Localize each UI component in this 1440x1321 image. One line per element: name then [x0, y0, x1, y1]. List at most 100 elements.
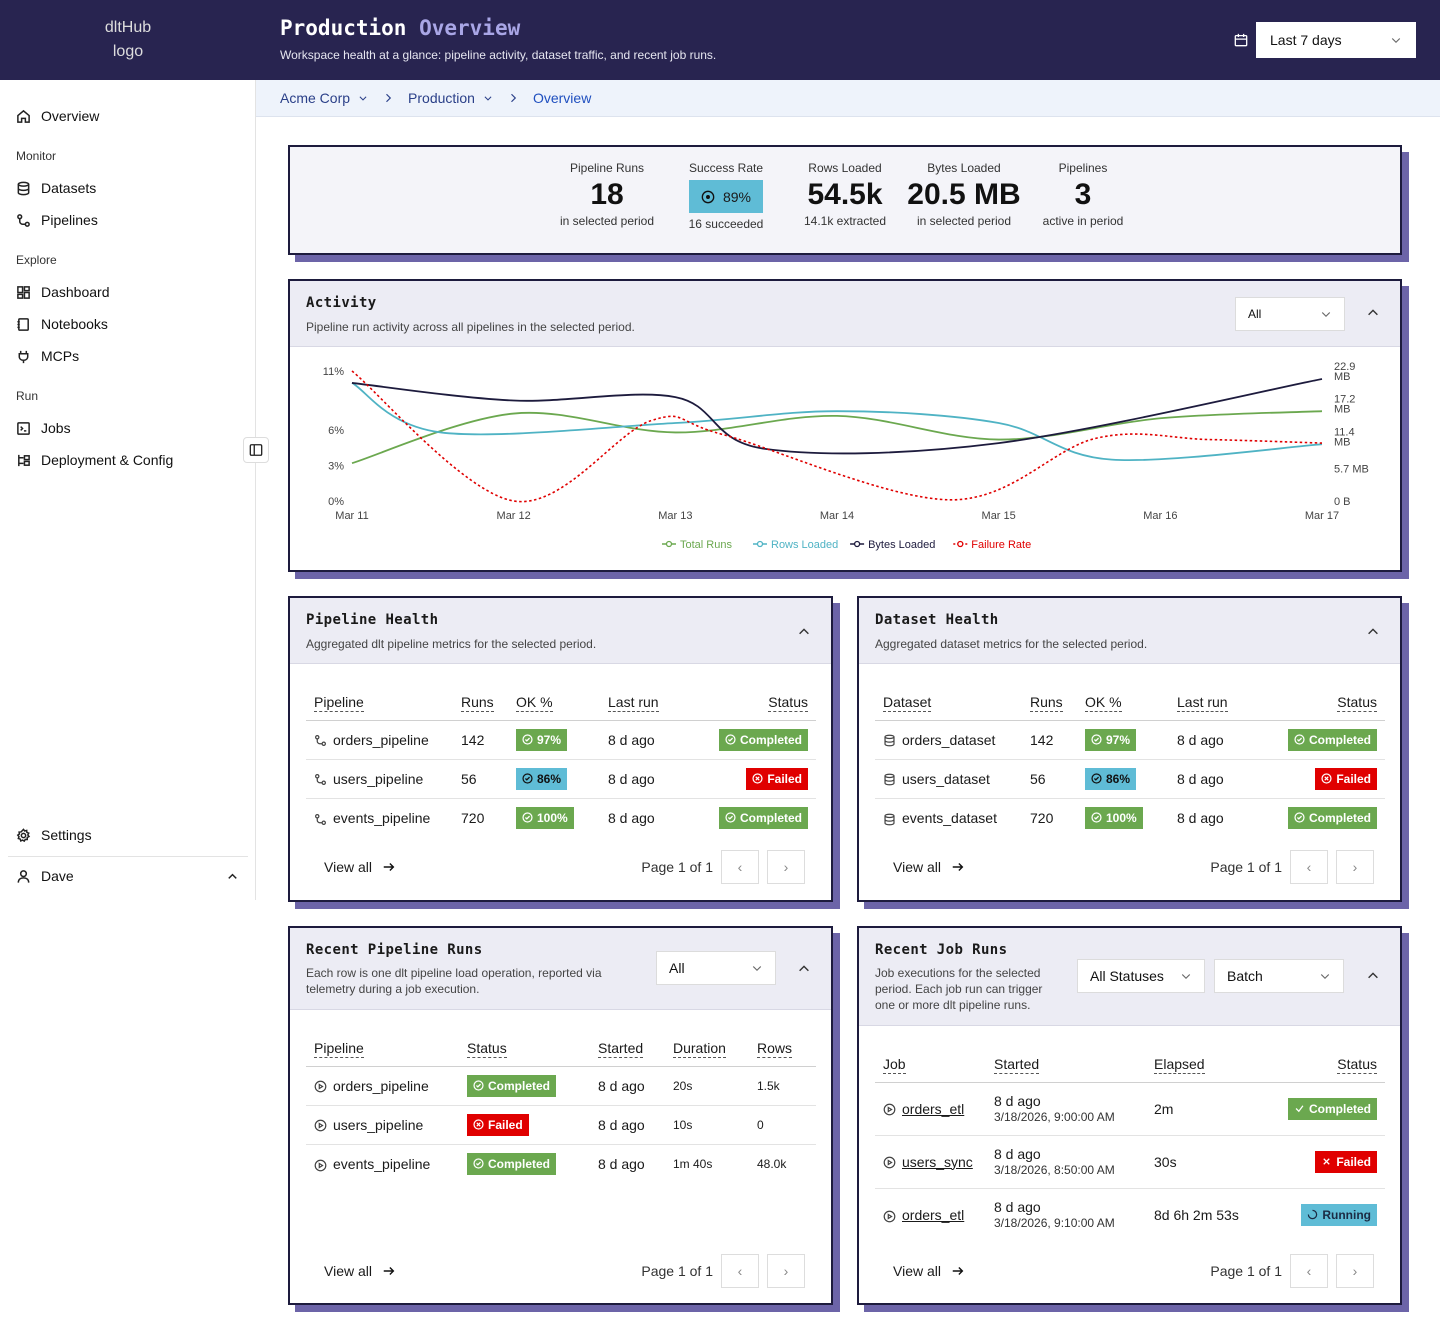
row-name[interactable]: events_dataset	[902, 809, 997, 826]
col-header[interactable]: Dataset	[883, 693, 932, 712]
sidebar-item-deployment-config[interactable]: Deployment & Config	[16, 452, 173, 468]
chevron-down-icon[interactable]	[483, 93, 493, 103]
y-tick-label: 11%	[323, 366, 344, 378]
recent-pipeline-runs-card: Recent Pipeline Runs Each row is one dlt…	[288, 926, 833, 1305]
sidebar-item-mcps[interactable]: MCPs	[16, 348, 79, 364]
prev-page-button[interactable]: ‹	[721, 850, 759, 884]
card-subtitle: Aggregated dataset metrics for the selec…	[875, 637, 1148, 651]
table-row[interactable]: events_pipeline Completed 8 d ago 1m 40s…	[306, 1144, 816, 1183]
col-header[interactable]: Started	[994, 1055, 1040, 1074]
next-page-button[interactable]: ›	[1336, 850, 1374, 884]
section-monitor: Monitor	[16, 149, 57, 163]
breadcrumb-env[interactable]: Production	[408, 90, 475, 106]
col-header[interactable]: OK %	[1085, 693, 1122, 712]
table-row[interactable]: orders_dataset 142 97% 8 d ago Completed	[875, 720, 1385, 760]
view-all-link[interactable]: View all	[875, 1263, 965, 1279]
row-name[interactable]: orders_pipeline	[333, 731, 429, 748]
col-header[interactable]: Last run	[608, 693, 659, 712]
view-all-link[interactable]: View all	[306, 1263, 396, 1279]
col-header[interactable]: Runs	[461, 693, 494, 712]
collapse-chevron-icon[interactable]	[797, 962, 811, 976]
col-header[interactable]: Runs	[1030, 693, 1063, 712]
table-row[interactable]: users_pipeline Failed 8 d ago 10s 0	[306, 1105, 816, 1145]
row-name[interactable]: events_pipeline	[333, 809, 431, 826]
chevron-down-icon[interactable]	[358, 93, 368, 103]
col-header[interactable]: Pipeline	[314, 693, 364, 712]
play-circle-icon	[314, 1119, 327, 1132]
col-header[interactable]: Status	[1337, 693, 1377, 712]
sidebar-item-pipelines[interactable]: Pipelines	[16, 212, 98, 228]
job-type-filter-select[interactable]: Batch	[1214, 959, 1344, 993]
job-status-filter-select[interactable]: All Statuses	[1077, 959, 1205, 993]
breadcrumb-page[interactable]: Overview	[532, 90, 592, 106]
prev-page-button[interactable]: ‹	[1290, 1254, 1328, 1288]
job-link[interactable]: orders_etl	[902, 1100, 965, 1117]
page-indicator: Page 1 of 1	[641, 859, 713, 875]
row-name[interactable]: users_dataset	[902, 770, 990, 787]
sidebar-item-settings[interactable]: Settings	[16, 827, 92, 843]
collapse-chevron-icon[interactable]	[1366, 306, 1380, 320]
job-link[interactable]: orders_etl	[902, 1206, 965, 1223]
section-run: Run	[16, 389, 39, 403]
table-row[interactable]: events_dataset 720 100% 8 d ago Complete…	[875, 798, 1385, 837]
ok-value: 97%	[1106, 732, 1131, 747]
view-all-link[interactable]: View all	[306, 859, 396, 875]
col-header[interactable]: Job	[883, 1055, 906, 1074]
sidebar-item-overview[interactable]: Overview	[16, 108, 99, 124]
user-menu[interactable]: Dave	[16, 868, 240, 884]
ok-value: 100%	[1106, 810, 1137, 825]
deploy-icon	[18, 454, 30, 466]
kpi-pipeline-runs: Pipeline Runs 18 in selected period	[542, 161, 672, 228]
pipeline-runs-filter-select[interactable]: All	[656, 951, 776, 985]
col-header[interactable]: Status	[467, 1039, 507, 1058]
collapse-chevron-icon[interactable]	[1366, 969, 1380, 983]
check-circle-icon	[1294, 734, 1305, 745]
table-header-row: Job Started Elapsed Status	[875, 1044, 1385, 1083]
sidebar-item-datasets[interactable]: Datasets	[16, 180, 96, 196]
row-name[interactable]: users_pipeline	[333, 1116, 424, 1133]
sidebar-item-dashboard[interactable]: Dashboard	[16, 284, 110, 300]
table-row[interactable]: users_sync 8 d ago 3/18/2026, 8:50:00 AM …	[875, 1135, 1385, 1189]
table-row[interactable]: users_dataset 56 86% 8 d ago Failed	[875, 759, 1385, 799]
collapse-chevron-icon[interactable]	[1366, 625, 1380, 639]
logo[interactable]: dltHub logo	[0, 0, 256, 80]
table-row[interactable]: orders_etl 8 d ago 3/18/2026, 9:00:00 AM …	[875, 1082, 1385, 1136]
col-header[interactable]: Last run	[1177, 693, 1228, 712]
row-started: 8 d ago	[598, 1116, 645, 1133]
table-row[interactable]: orders_pipeline Completed 8 d ago 20s 1.…	[306, 1066, 816, 1106]
dataset-health-header: Dataset Health Aggregated dataset metric…	[859, 598, 1400, 664]
activity-filter-select[interactable]: All	[1235, 297, 1345, 331]
sidebar-item-notebooks[interactable]: Notebooks	[16, 316, 108, 332]
table-row[interactable]: orders_pipeline 142 97% 8 d ago Complete…	[306, 720, 816, 760]
col-header[interactable]: OK %	[516, 693, 553, 712]
row-name[interactable]: orders_dataset	[902, 731, 996, 748]
prev-page-button[interactable]: ‹	[1290, 850, 1328, 884]
col-header[interactable]: Rows	[757, 1039, 793, 1058]
row-name[interactable]: users_pipeline	[333, 770, 424, 787]
next-page-button[interactable]: ›	[767, 1254, 805, 1288]
breadcrumb-org[interactable]: Acme Corp	[280, 90, 351, 106]
col-header[interactable]: Started	[598, 1039, 644, 1058]
job-link[interactable]: users_sync	[902, 1153, 973, 1170]
view-all-link[interactable]: View all	[875, 859, 965, 875]
date-range-select[interactable]: Last 7 days	[1256, 22, 1416, 58]
col-header[interactable]: Pipeline	[314, 1039, 364, 1058]
table-row[interactable]: events_pipeline 720 100% 8 d ago Complet…	[306, 798, 816, 837]
pagination: Page 1 of 1 ‹ ›	[641, 850, 805, 884]
prev-page-button[interactable]: ‹	[721, 1254, 759, 1288]
col-header[interactable]: Status	[768, 693, 808, 712]
table-row[interactable]: orders_etl 8 d ago 3/18/2026, 9:10:00 AM …	[875, 1188, 1385, 1241]
row-name[interactable]: orders_pipeline	[333, 1077, 429, 1094]
row-name[interactable]: events_pipeline	[333, 1155, 431, 1172]
table-row[interactable]: users_pipeline 56 86% 8 d ago Failed	[306, 759, 816, 799]
next-page-button[interactable]: ›	[1336, 1254, 1374, 1288]
col-header[interactable]: Duration	[673, 1039, 726, 1058]
sidebar-item-jobs[interactable]: Jobs	[16, 420, 71, 436]
collapse-chevron-icon[interactable]	[797, 625, 811, 639]
sidebar-toggle-button[interactable]	[243, 437, 269, 463]
col-header[interactable]: Status	[1337, 1055, 1377, 1074]
col-header[interactable]: Elapsed	[1154, 1055, 1205, 1074]
status-badge: Completed	[1287, 1097, 1377, 1120]
next-page-button[interactable]: ›	[767, 850, 805, 884]
y2-tick-unit: MB	[1334, 403, 1351, 415]
